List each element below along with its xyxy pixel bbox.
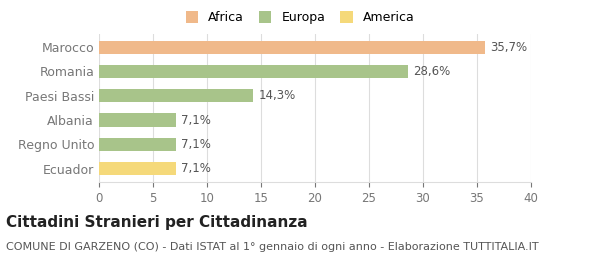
Text: 7,1%: 7,1% (181, 162, 211, 175)
Bar (99, 41, 485, 54)
Text: COMUNE DI GARZENO (CO) - Dati ISTAT al 1° gennaio di ogni anno - Elaborazione TU: COMUNE DI GARZENO (CO) - Dati ISTAT al 1… (6, 242, 539, 252)
Text: 7,1%: 7,1% (181, 138, 211, 151)
Text: Cittadini Stranieri per Cittadinanza: Cittadini Stranieri per Cittadinanza (6, 214, 308, 230)
Text: 28,6%: 28,6% (413, 65, 451, 78)
Text: 7,1%: 7,1% (181, 114, 211, 127)
Bar (99, 162, 176, 175)
Bar (99, 89, 253, 102)
Bar (99, 113, 176, 127)
Bar (99, 65, 408, 78)
Legend: Africa, Europa, America: Africa, Europa, America (181, 6, 419, 29)
Bar (99, 138, 176, 151)
Text: 35,7%: 35,7% (490, 41, 527, 54)
Text: 14,3%: 14,3% (259, 89, 296, 102)
